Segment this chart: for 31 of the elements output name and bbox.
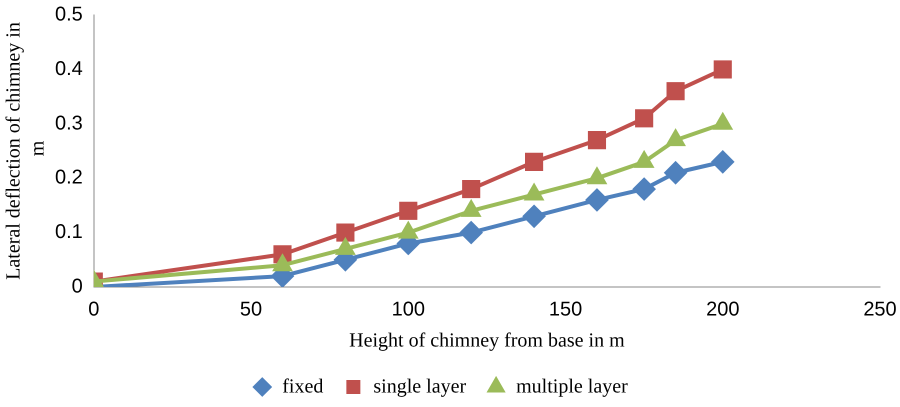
legend-label: single layer <box>373 375 466 398</box>
y-axis-title: Lateral deflection of chimney in m <box>2 22 48 280</box>
y-tick-label: 0.2 <box>54 166 83 189</box>
x-tick-label: 0 <box>88 298 100 321</box>
x-tick-label: 150 <box>548 298 582 321</box>
point <box>635 109 654 128</box>
x-tick-label: 200 <box>706 298 740 321</box>
point <box>666 82 685 100</box>
point <box>462 180 480 198</box>
x-tick-label: 50 <box>240 298 262 321</box>
point <box>336 224 354 242</box>
point <box>586 188 608 211</box>
x-tick-label: 100 <box>392 298 425 321</box>
y-tick-label: 0 <box>72 276 83 298</box>
x-axis-title: Height of chimney from base in m <box>349 329 626 352</box>
point <box>460 222 482 244</box>
legend-label: fixed <box>282 375 324 398</box>
point <box>714 60 732 78</box>
legend-label: multiple layer <box>516 375 628 398</box>
y-tick-label: 0.1 <box>54 221 83 244</box>
point <box>712 150 734 173</box>
point <box>633 178 656 200</box>
point <box>399 202 418 220</box>
y-tick-label: 0.3 <box>54 112 83 134</box>
y-tick-label: 0.4 <box>54 58 83 80</box>
y-tick-label: 0.5 <box>54 4 83 26</box>
point <box>664 162 687 184</box>
point <box>523 205 546 228</box>
x-tick-label: 250 <box>863 298 897 321</box>
point <box>525 152 544 171</box>
point <box>588 131 606 150</box>
